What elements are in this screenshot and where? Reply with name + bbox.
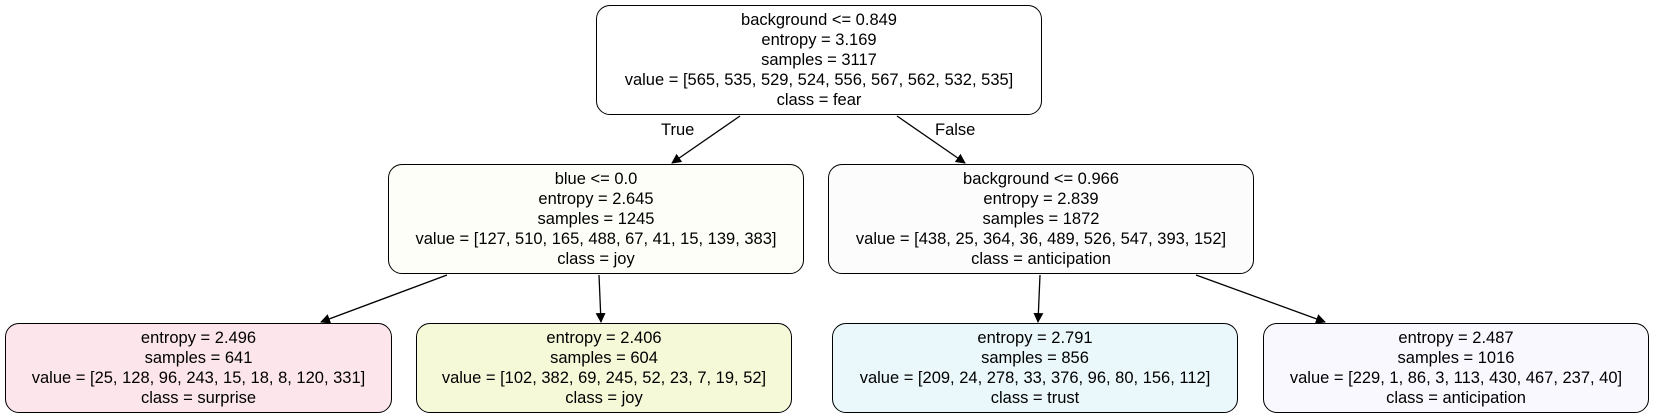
node-condition: blue <= 0.0 [554, 170, 638, 188]
node-class: class = trust [990, 389, 1080, 407]
edge-root-left [671, 115, 741, 164]
edge-label-false: False [935, 121, 976, 139]
node-condition: background <= 0.849 [741, 11, 897, 29]
node-class: class = joy [557, 250, 635, 268]
node-samples: samples = 641 [144, 349, 253, 367]
node-entropy: entropy = 2.406 [546, 329, 662, 347]
edge-left-lr [595, 274, 606, 323]
node-samples: samples = 856 [981, 349, 1089, 367]
tree-leaf-lr: entropy = 2.406 samples = 604 value = [1… [416, 323, 792, 413]
node-value: value = [438, 25, 364, 36, 489, 526, 547… [855, 230, 1227, 248]
node-samples: samples = 3117 [761, 51, 877, 69]
node-value: value = [209, 24, 278, 33, 376, 96, 80, … [859, 369, 1211, 387]
tree-node-right: background <= 0.966 entropy = 2.839 samp… [828, 164, 1254, 274]
node-value: value = [127, 510, 165, 488, 67, 41, 15,… [415, 230, 777, 248]
node-entropy: entropy = 3.169 [761, 31, 877, 49]
node-class: class = fear [776, 91, 862, 109]
node-value: value = [102, 382, 69, 245, 52, 23, 7, 1… [441, 369, 767, 387]
tree-leaf-rl: entropy = 2.791 samples = 856 value = [2… [832, 323, 1238, 413]
node-entropy: entropy = 2.496 [140, 329, 257, 347]
node-condition: background <= 0.966 [963, 170, 1119, 188]
edge-left-ll [320, 274, 448, 324]
tree-node-left: blue <= 0.0 entropy = 2.645 samples = 12… [388, 164, 804, 274]
node-value: value = [565, 535, 529, 524, 556, 567, 5… [624, 71, 1014, 89]
node-entropy: entropy = 2.839 [983, 190, 1099, 208]
node-entropy: entropy = 2.487 [1398, 329, 1514, 347]
edge-label-true: True [661, 121, 695, 139]
node-entropy: entropy = 2.645 [538, 190, 654, 208]
node-samples: samples = 1872 [982, 210, 1100, 228]
tree-node-root: background <= 0.849 entropy = 3.169 samp… [596, 5, 1042, 115]
node-entropy: entropy = 2.791 [977, 329, 1093, 347]
node-class: class = anticipation [1386, 389, 1526, 407]
node-value: value = [229, 1, 86, 3, 113, 430, 467, 2… [1289, 369, 1623, 387]
node-class: class = surprise [140, 389, 257, 407]
node-samples: samples = 1016 [1397, 349, 1515, 367]
node-class: class = anticipation [971, 250, 1111, 268]
edge-right-rl [1033, 274, 1044, 323]
edge-root-right [896, 115, 966, 164]
tree-leaf-ll: entropy = 2.496 samples = 641 value = [2… [5, 323, 392, 413]
node-class: class = joy [565, 389, 643, 407]
edge-right-rr [1195, 274, 1326, 324]
node-samples: samples = 604 [550, 349, 658, 367]
tree-leaf-rr: entropy = 2.487 samples = 1016 value = [… [1263, 323, 1649, 413]
node-samples: samples = 1245 [537, 210, 655, 228]
node-value: value = [25, 128, 96, 243, 15, 18, 8, 12… [31, 369, 366, 387]
